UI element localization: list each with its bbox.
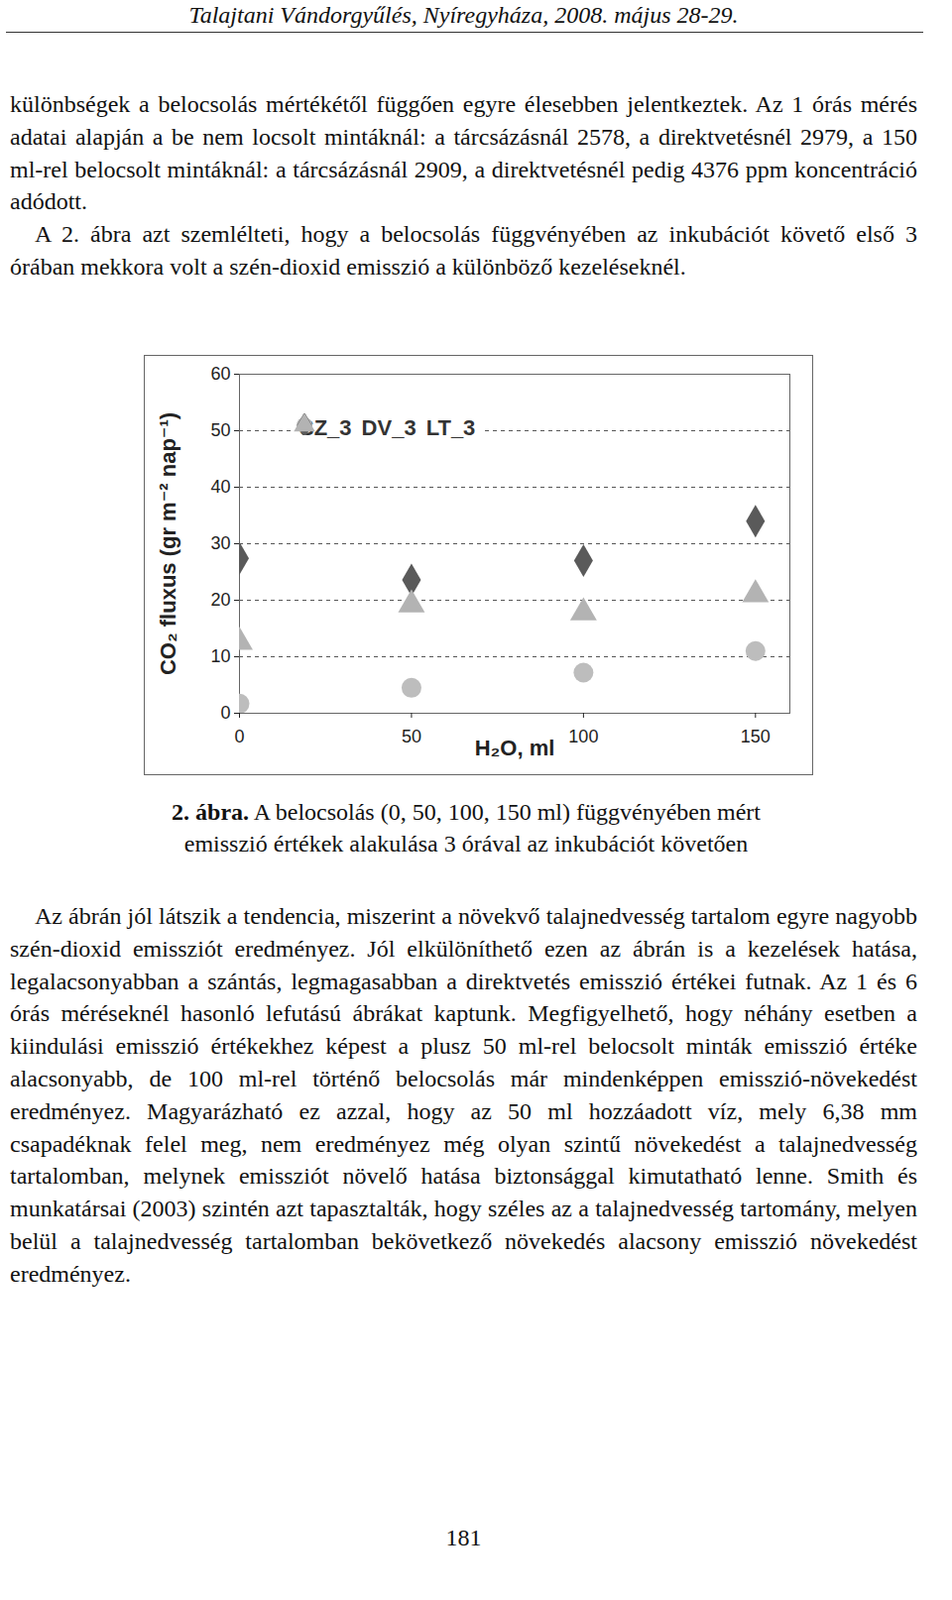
- html-text:2. ábra. A belocsolás (0, 50,: 2. ábra. A belocsolás (0, 50, 100, 150 m…: [171, 799, 761, 857]
- html-text:DV_3: DV_3: [361, 415, 417, 441]
- svg-text:CO₂ fluxus (gr m⁻² nap⁻¹): CO₂ fluxus (gr m⁻² nap⁻¹): [155, 412, 181, 676]
- html-text:A 2. ábra azt szemlélteti, hog: A 2. ábra azt szemlélteti, hogy a belocs…: [9, 221, 918, 280]
- svg-text:0: 0: [234, 726, 244, 747]
- html-text:SZ_3: SZ_3: [299, 415, 352, 441]
- svg-text:60: 60: [210, 363, 231, 384]
- svg-text:30: 30: [210, 533, 231, 554]
- svg-text:150: 150: [740, 726, 771, 747]
- svg-text:50: 50: [401, 726, 422, 747]
- svg-text:10: 10: [210, 646, 231, 667]
- html-text:Az ábrán jól látszik a tendenc: Az ábrán jól látszik a tendencia, miszer…: [9, 903, 918, 1287]
- html-text:LT_3: LT_3: [426, 415, 476, 441]
- html-text:különbségek a belocsolás mérté: különbségek a belocsolás mértékétől függ…: [9, 91, 918, 215]
- svg-text:H₂O, ml: H₂O, ml: [475, 735, 556, 761]
- html-text:181: 181: [445, 1525, 482, 1551]
- html-text:Talajtani Vándorgyűlés, Nyíreg: Talajtani Vándorgyűlés, Nyíregyháza, 200…: [188, 1, 739, 28]
- svg-text:20: 20: [210, 590, 231, 610]
- svg-text:0: 0: [220, 703, 231, 723]
- svg-text:50: 50: [210, 420, 231, 441]
- svg-text:40: 40: [210, 476, 231, 497]
- svg-text:100: 100: [568, 726, 598, 747]
